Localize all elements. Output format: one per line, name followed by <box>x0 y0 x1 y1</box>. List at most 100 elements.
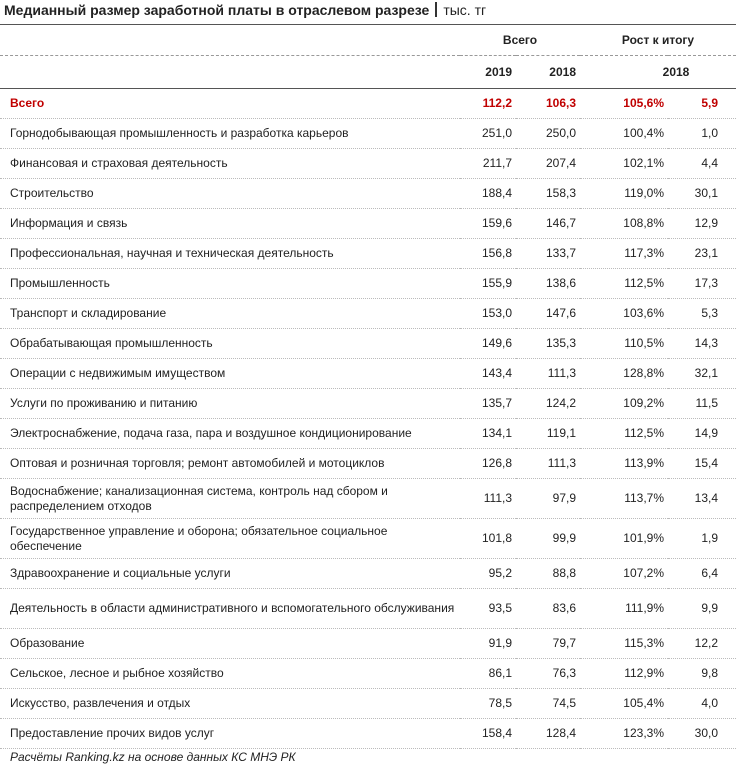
cell-value: 158,4 <box>460 718 516 749</box>
cell-value: 155,9 <box>460 268 516 299</box>
row-label: Профессиональная, научная и техническая … <box>0 238 460 269</box>
cell-value: 111,3 <box>516 358 580 389</box>
table-row: Образование 91,9 79,7 115,3% 12,2 <box>0 628 737 659</box>
cell-value: 9,9 <box>668 588 737 629</box>
column-header: 2018 <box>580 55 737 89</box>
table-row: Здравоохранение и социальные услуги 95,2 8… <box>0 558 737 589</box>
table-row: Транспорт и складирование 153,0 147,6 103,6… <box>0 298 737 329</box>
cell-value: 188,4 <box>460 178 516 209</box>
table-row: Оптовая и розничная торговля; ремонт авт… <box>0 448 737 479</box>
group-header: Всего <box>460 24 580 56</box>
cell-value: 83,6 <box>516 588 580 629</box>
cell-value: 158,3 <box>516 178 580 209</box>
cell-value: 5,3 <box>668 298 737 329</box>
cell-value: 149,6 <box>460 328 516 359</box>
cell-value: 250,0 <box>516 118 580 149</box>
cell-value: 95,2 <box>460 558 516 589</box>
cell-value: 30,0 <box>668 718 737 749</box>
table-row: Деятельность в области административного… <box>0 588 737 629</box>
row-label: Оптовая и розничная торговля; ремонт авт… <box>0 448 460 479</box>
row-label: Промышленность <box>0 268 460 299</box>
cell-value: 76,3 <box>516 658 580 689</box>
cell-value: 88,8 <box>516 558 580 589</box>
unit: тыс. тг <box>443 2 487 18</box>
row-label: Финансовая и страховая деятельность <box>0 148 460 179</box>
table-row: Государственное управление и оборона; об… <box>0 518 737 559</box>
cell-value: 119,0% <box>580 178 668 209</box>
table-row: Водоснабжение; канализационная система, … <box>0 478 737 519</box>
row-label: Здравоохранение и социальные услуги <box>0 558 460 589</box>
cell-value: 128,4 <box>516 718 580 749</box>
cell-value: 113,9% <box>580 448 668 479</box>
cell-value: 97,9 <box>516 478 580 519</box>
cell-value: 111,3 <box>516 448 580 479</box>
row-label: Водоснабжение; канализационная система, … <box>0 478 460 519</box>
cell-value: 117,3% <box>580 238 668 269</box>
table-body: Всего 112,2 106,3 105,6% 5,9 Горнодобывающая … <box>0 88 737 749</box>
cell-value: 101,8 <box>460 518 516 559</box>
cell-value: 30,1 <box>668 178 737 209</box>
blank <box>0 24 460 56</box>
row-label: Искусство, развлечения и отдых <box>0 688 460 719</box>
blank <box>0 55 460 89</box>
cell-value: 93,5 <box>460 588 516 629</box>
cell-value: 99,9 <box>516 518 580 559</box>
cell-value: 15,4 <box>668 448 737 479</box>
cell-value: 143,4 <box>460 358 516 389</box>
cell-value: 1,0 <box>668 118 737 149</box>
table-row: Электроснабжение, подача газа, пара и во… <box>0 418 737 449</box>
cell-value: 6,4 <box>668 558 737 589</box>
row-label: Горнодобывающая промышленность и разрабо… <box>0 118 460 149</box>
cell-value: 135,3 <box>516 328 580 359</box>
row-label: Строительство <box>0 178 460 209</box>
row-label: Образование <box>0 628 460 659</box>
cell-value: 119,1 <box>516 418 580 449</box>
table-row: Информация и связь 159,6 146,7 108,8% 12,9 <box>0 208 737 239</box>
cell-value: 134,1 <box>460 418 516 449</box>
cell-value: 74,5 <box>516 688 580 719</box>
table-row: Финансовая и страховая деятельность 211,7… <box>0 148 737 179</box>
cell-value: 126,8 <box>460 448 516 479</box>
cell-value: 32,1 <box>668 358 737 389</box>
cell-value: 14,3 <box>668 328 737 359</box>
cell-value: 110,5% <box>580 328 668 359</box>
row-label: Информация и связь <box>0 208 460 239</box>
cell-value: 17,3 <box>668 268 737 299</box>
cell-value: 106,3 <box>516 88 580 119</box>
cell-value: 159,6 <box>460 208 516 239</box>
title-text: Медианный размер заработной платы в отра… <box>4 2 430 18</box>
cell-value: 147,6 <box>516 298 580 329</box>
row-label: Электроснабжение, подача газа, пара и во… <box>0 418 460 449</box>
cell-value: 112,5% <box>580 268 668 299</box>
cell-value: 207,4 <box>516 148 580 179</box>
table-row: Горнодобывающая промышленность и разрабо… <box>0 118 737 149</box>
cell-value: 13,4 <box>668 478 737 519</box>
cell-value: 156,8 <box>460 238 516 269</box>
data-table: Всего Рост к итогу 2019 2018 2018 Всего 112,… <box>0 24 737 749</box>
cell-value: 101,9% <box>580 518 668 559</box>
cell-value: 211,7 <box>460 148 516 179</box>
cell-value: 133,7 <box>516 238 580 269</box>
table-row: Сельское, лесное и рыбное хозяйство 86,1 7… <box>0 658 737 689</box>
cell-value: 111,9% <box>580 588 668 629</box>
cell-value: 112,2 <box>460 88 516 119</box>
row-label: Предоставление прочих видов услуг <box>0 718 460 749</box>
table-row: Искусство, развлечения и отдых 78,5 74,5 10… <box>0 688 737 719</box>
cell-value: 107,2% <box>580 558 668 589</box>
cell-value: 86,1 <box>460 658 516 689</box>
separator <box>435 2 438 17</box>
cell-value: 102,1% <box>580 148 668 179</box>
cell-value: 251,0 <box>460 118 516 149</box>
cell-value: 105,6% <box>580 88 668 119</box>
column-header: 2019 <box>460 55 516 89</box>
row-label: Услуги по проживанию и питанию <box>0 388 460 419</box>
table-row: Предоставление прочих видов услуг 158,4 12… <box>0 718 737 749</box>
table-row: Обрабатывающая промышленность 149,6 135,3 1… <box>0 328 737 359</box>
cell-value: 146,7 <box>516 208 580 239</box>
cell-value: 78,5 <box>460 688 516 719</box>
cell-value: 79,7 <box>516 628 580 659</box>
row-label: Государственное управление и оборона; об… <box>0 518 460 559</box>
row-label: Операции с недвижимым имуществом <box>0 358 460 389</box>
cell-value: 23,1 <box>668 238 737 269</box>
table-row: Строительство 188,4 158,3 119,0% 30,1 <box>0 178 737 209</box>
